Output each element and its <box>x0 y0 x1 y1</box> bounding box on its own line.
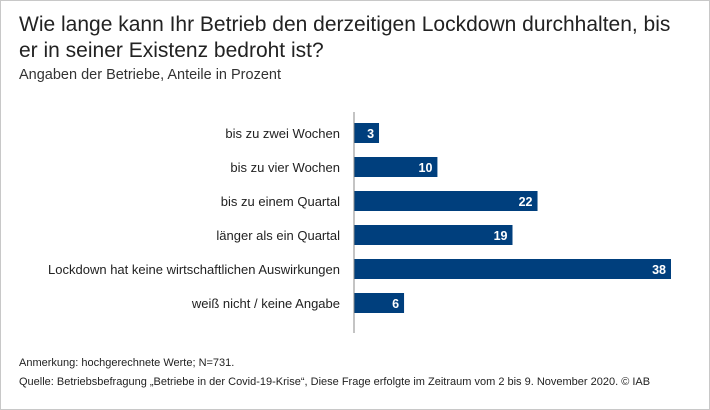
chart-subtitle: Angaben der Betriebe, Anteile in Prozent <box>19 67 281 83</box>
bar <box>354 157 438 177</box>
chart-source: Quelle: Betriebsbefragung „Betriebe in d… <box>19 376 651 388</box>
category-label: bis zu einem Quartal <box>221 194 340 209</box>
category-label: weiß nicht / keine Angabe <box>191 296 340 311</box>
bar-value-label: 10 <box>419 161 433 175</box>
bar-value-label: 3 <box>367 127 374 141</box>
bar-value-label: 6 <box>392 297 399 311</box>
bar <box>354 293 405 313</box>
bar <box>354 225 513 245</box>
category-label: länger als ein Quartal <box>216 228 340 243</box>
chart-title: Wie lange kann Ihr Betrieb den derzeitig… <box>19 13 671 62</box>
bar <box>354 123 380 143</box>
bar-value-label: 22 <box>519 195 533 209</box>
bar-value-label: 38 <box>652 263 666 277</box>
category-label: bis zu zwei Wochen <box>225 126 340 141</box>
bar <box>354 259 671 279</box>
category-label: bis zu vier Wochen <box>230 160 340 175</box>
category-label: Lockdown hat keine wirtschaftlichen Ausw… <box>48 262 340 277</box>
bar-value-label: 19 <box>494 229 508 243</box>
chart-remark: Anmerkung: hochgerechnete Werte; N=731. <box>19 357 235 369</box>
bar <box>354 191 538 211</box>
